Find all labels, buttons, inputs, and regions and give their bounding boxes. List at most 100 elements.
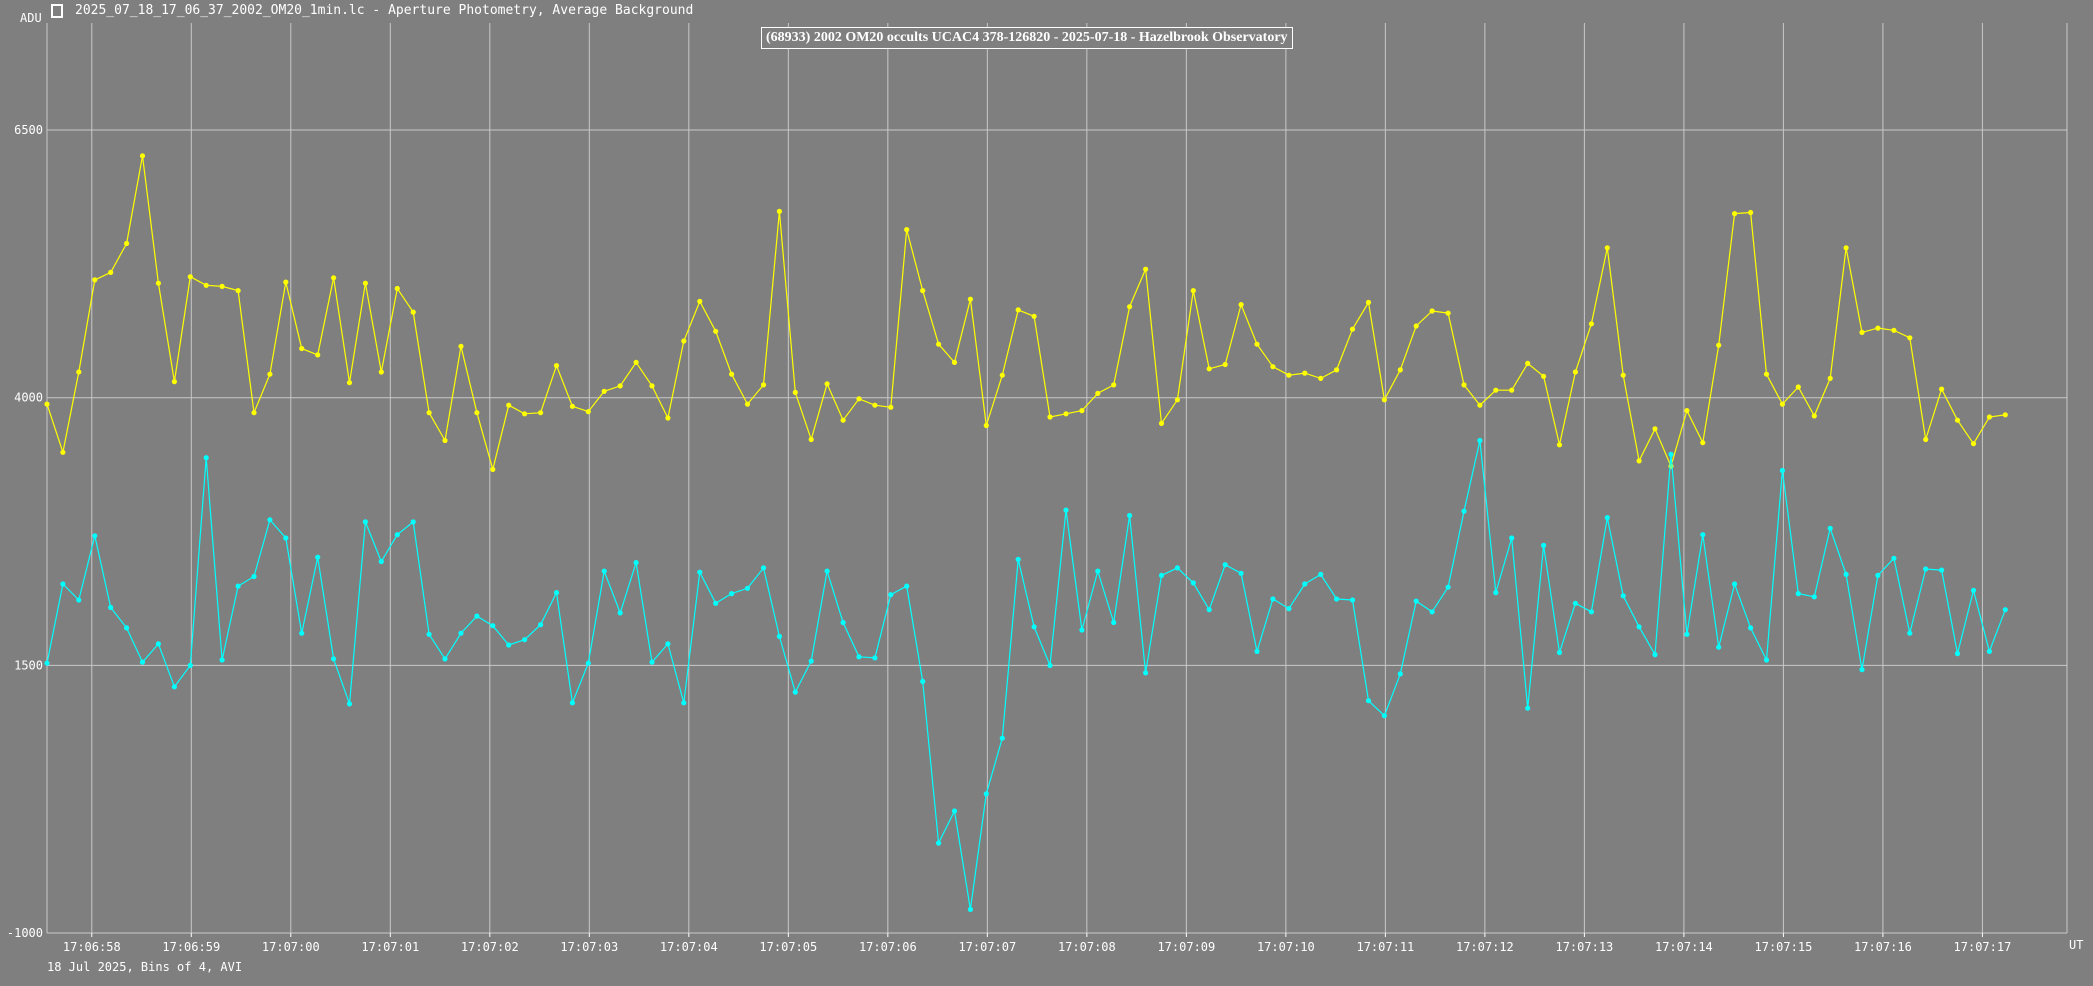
data-point bbox=[1206, 366, 1212, 372]
data-point bbox=[1493, 590, 1499, 596]
series-line bbox=[46, 440, 2006, 910]
data-point bbox=[1748, 209, 1754, 216]
data-point bbox=[1811, 594, 1817, 600]
x-tick-label: 17:07:14 bbox=[1655, 940, 1713, 954]
data-point bbox=[1047, 662, 1053, 669]
data-point bbox=[1620, 372, 1626, 378]
series-line bbox=[46, 155, 2006, 472]
data-point bbox=[1063, 507, 1069, 513]
data-point bbox=[569, 700, 576, 706]
data-point bbox=[1939, 386, 1945, 392]
data-point bbox=[1095, 390, 1101, 396]
data-point bbox=[1174, 565, 1180, 571]
data-point bbox=[1334, 367, 1340, 373]
data-point bbox=[649, 659, 655, 665]
data-point bbox=[697, 569, 703, 575]
data-point bbox=[1270, 364, 1276, 370]
data-point bbox=[1015, 556, 1021, 563]
data-point bbox=[1859, 329, 1865, 335]
data-point bbox=[1143, 670, 1149, 676]
data-point bbox=[426, 410, 432, 416]
data-point bbox=[44, 660, 50, 666]
chart-title: (68933) 2002 OM20 occults UCAC4 378-1268… bbox=[761, 27, 1293, 49]
data-point bbox=[1477, 402, 1483, 408]
data-point bbox=[1286, 606, 1292, 612]
data-point bbox=[1397, 671, 1403, 677]
data-point bbox=[92, 533, 98, 539]
data-point bbox=[299, 345, 305, 352]
data-point bbox=[951, 359, 958, 365]
data-point bbox=[251, 410, 257, 416]
data-point bbox=[331, 275, 337, 281]
data-point bbox=[1254, 648, 1260, 655]
data-point bbox=[1636, 624, 1642, 630]
x-tick-label: 17:07:10 bbox=[1257, 940, 1315, 954]
data-point bbox=[410, 309, 416, 315]
x-tick-label: 17:07:06 bbox=[859, 940, 917, 954]
footer-info: 18 Jul 2025, Bins of 4, AVI bbox=[47, 960, 243, 974]
data-point bbox=[442, 656, 448, 662]
data-point bbox=[585, 660, 591, 666]
data-point bbox=[2002, 607, 2008, 613]
data-point bbox=[1254, 341, 1260, 347]
data-point bbox=[697, 298, 703, 304]
data-point bbox=[824, 381, 830, 387]
data-point bbox=[171, 379, 177, 385]
data-point bbox=[872, 655, 878, 661]
data-point bbox=[346, 380, 353, 386]
data-point bbox=[1700, 440, 1706, 446]
data-point bbox=[538, 622, 544, 628]
data-point bbox=[315, 352, 321, 358]
data-point bbox=[872, 402, 878, 408]
data-point bbox=[1636, 458, 1642, 464]
data-point bbox=[808, 436, 814, 443]
data-point bbox=[362, 519, 368, 525]
data-point bbox=[1716, 644, 1722, 650]
data-point bbox=[346, 701, 353, 707]
data-point bbox=[601, 568, 607, 574]
data-point bbox=[1843, 245, 1849, 251]
data-point bbox=[713, 600, 719, 606]
data-point bbox=[601, 388, 607, 394]
data-point bbox=[1302, 581, 1308, 587]
data-point bbox=[1509, 535, 1515, 541]
data-point bbox=[315, 554, 321, 560]
data-point bbox=[1939, 567, 1945, 573]
data-point bbox=[1891, 555, 1897, 561]
x-tick-label: 17:07:02 bbox=[461, 940, 519, 954]
series-0 bbox=[44, 153, 2008, 472]
data-point bbox=[1588, 321, 1594, 327]
data-point bbox=[1413, 598, 1419, 604]
data-point bbox=[1381, 397, 1387, 403]
data-point bbox=[1270, 596, 1276, 602]
data-point bbox=[1684, 408, 1690, 414]
data-point bbox=[251, 573, 257, 580]
x-tick-label: 17:07:16 bbox=[1854, 940, 1912, 954]
data-point bbox=[1954, 651, 1961, 657]
data-point bbox=[1174, 397, 1180, 403]
data-point bbox=[1843, 571, 1849, 578]
x-tick-labels: 17:06:58 17:06:59 17:07:00 17:07:01 17:07:02… bbox=[63, 940, 2011, 954]
data-point bbox=[426, 631, 432, 637]
data-point bbox=[1397, 367, 1403, 373]
data-point bbox=[1668, 451, 1674, 457]
data-point bbox=[1732, 581, 1738, 587]
data-point bbox=[681, 338, 687, 344]
data-point bbox=[1143, 266, 1149, 272]
data-point bbox=[744, 401, 751, 407]
data-point bbox=[1381, 713, 1387, 719]
data-point bbox=[1604, 515, 1610, 521]
data-point bbox=[522, 637, 528, 643]
data-point bbox=[617, 383, 623, 389]
data-point bbox=[713, 328, 719, 334]
data-point bbox=[904, 583, 910, 589]
data-point bbox=[219, 283, 225, 289]
data-point bbox=[681, 700, 687, 706]
data-point bbox=[983, 791, 989, 797]
data-point bbox=[1748, 625, 1754, 631]
data-point bbox=[458, 630, 464, 636]
data-point bbox=[1588, 609, 1594, 615]
data-point bbox=[1031, 624, 1037, 630]
x-tick-label: 17:07:11 bbox=[1356, 940, 1414, 954]
data-point bbox=[936, 341, 942, 347]
